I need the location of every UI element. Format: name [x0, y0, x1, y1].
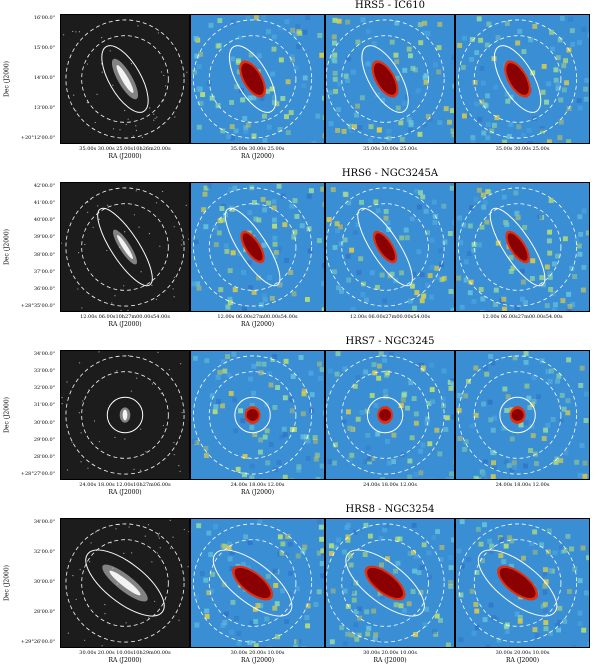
x-tick-labels: 12.00s 06.00s27m00.00s54.00s: [455, 314, 590, 320]
flux-map-panel: [325, 518, 455, 648]
x-tick-labels: 12.00s 06.00s10h27m00.00s54.00s: [60, 314, 190, 320]
y-tick-label: 30'00.0": [34, 579, 55, 585]
y-tick-label: 32'00.0": [34, 385, 55, 391]
y-axis-label: Dec (J2000): [2, 14, 12, 144]
y-axis-label: Dec (J2000): [2, 518, 12, 648]
x-tick-labels: 24.00s 18.00s 12.00s: [455, 482, 590, 488]
x-tick-labels: 24.00s 18.00s 12.00s: [190, 482, 325, 488]
x-tick-labels: 12.00s 06.00s27m00.00s54.00s: [325, 314, 455, 320]
y-tick-label: +28°27'00.0": [21, 471, 55, 477]
panel-image: [326, 183, 454, 311]
optical-image-panel: [60, 14, 190, 144]
flux-map-panel: [190, 518, 325, 648]
y-axis-label-text: Dec (J2000): [4, 397, 11, 433]
y-tick-label: 39'00.0": [34, 234, 55, 240]
row-title: HRS5 - IC610: [190, 0, 590, 12]
x-tick-labels: 35.00s 30.00s 25.00s: [455, 146, 590, 152]
x-tick-labels: 30.00s 20.00s 10.00s: [190, 650, 325, 656]
figure-row: HRS7 - NGC3245 Dec (J2000) 34'00.0" 33'00.0…: [0, 336, 600, 496]
y-tick-label: 16'00.0": [34, 15, 55, 21]
y-axis-label-text: Dec (J2000): [4, 565, 11, 601]
panel-image: [191, 15, 324, 143]
y-tick-label: 32'00.0": [34, 549, 55, 555]
flux-map-panel: [455, 518, 590, 648]
flux-map-panel: [325, 350, 455, 480]
panel-image: [191, 183, 324, 311]
flux-map-panel: [455, 14, 590, 144]
x-tick-labels: 30.00s 20.00s 10.00s: [455, 650, 590, 656]
panel-image: [456, 183, 589, 311]
x-axis-label: RA (J2000): [60, 321, 190, 328]
flux-map-panel: [190, 14, 325, 144]
y-tick-label: 34'00.0": [34, 351, 55, 357]
panel-image: [61, 351, 189, 479]
y-tick-label: 13'00.0": [34, 105, 55, 111]
flux-map-panel: [325, 14, 455, 144]
row-title: HRS8 - NGC3254: [190, 504, 590, 516]
y-tick-label: +28°35'00.0": [21, 303, 55, 309]
y-axis-label-text: Dec (J2000): [4, 229, 11, 265]
x-tick-labels: 35.00s 30.00s 25.00s10h26m20.00s: [60, 146, 190, 152]
flux-map-panel: [190, 182, 325, 312]
y-tick-label: 38'00.0": [34, 252, 55, 258]
y-tick-label: 36'00.0": [34, 286, 55, 292]
panel-image: [61, 15, 189, 143]
optical-image-panel: [60, 350, 190, 480]
y-tick-label: 37'00.0": [34, 269, 55, 275]
y-axis-label: Dec (J2000): [2, 182, 12, 312]
figure-row: HRS8 - NGC3254 Dec (J2000) 34'00.0" 32'00.0…: [0, 504, 600, 664]
x-axis-label: RA (J2000): [60, 489, 190, 496]
y-tick-label: 28'00.0": [34, 454, 55, 460]
y-tick-label: 41'00.0": [34, 200, 55, 206]
y-tick-label: 28'00.0": [34, 609, 55, 615]
y-tick-label: 29'00.0": [34, 437, 55, 443]
panel-image: [326, 15, 454, 143]
y-tick-label: 14'00.0": [34, 75, 55, 81]
x-tick-labels: 12.00s 06.00s27m00.00s54.00s: [190, 314, 325, 320]
panel-image: [326, 519, 454, 647]
y-tick-label: +29°26'00.0": [21, 639, 55, 645]
x-axis-label: RA (J2000): [190, 153, 325, 160]
x-axis-label: RA (J2000): [190, 321, 325, 328]
x-tick-labels: 35.00s 30.00s 25.00s: [325, 146, 455, 152]
flux-map-panel: [455, 350, 590, 480]
panel-image: [61, 183, 189, 311]
x-tick-labels: 30.00s 20.00s 10.00s: [325, 650, 455, 656]
panel-image: [326, 351, 454, 479]
y-tick-label: 15'00.0": [34, 45, 55, 51]
y-axis-label-text: Dec (J2000): [4, 61, 11, 97]
panel-image: [456, 351, 589, 479]
row-title: HRS6 - NGC3245A: [190, 168, 590, 180]
x-tick-labels: 35.00s 30.00s 25.00s: [190, 146, 325, 152]
optical-image-panel: [60, 182, 190, 312]
figure-row: HRS6 - NGC3245A Dec (J2000) 42'00.0" 41'00.…: [0, 168, 600, 328]
optical-image-panel: [60, 518, 190, 648]
figure-row: HRS5 - IC610 Dec (J2000) 16'00.0" 15'00.0" 1…: [0, 0, 600, 160]
x-axis-label: RA (J2000): [190, 489, 325, 496]
flux-map-panel: [190, 350, 325, 480]
flux-map-panel: [455, 182, 590, 312]
y-axis-label: Dec (J2000): [2, 350, 12, 480]
panel-image: [456, 15, 589, 143]
panel-image: [456, 519, 589, 647]
y-tick-label: +20°12'00.0": [21, 135, 55, 141]
panel-image: [61, 519, 189, 647]
y-tick-label: 34'00.0": [34, 519, 55, 525]
y-tick-label: 42'00.0": [34, 183, 55, 189]
y-tick-label: 33'00.0": [34, 368, 55, 374]
row-title: HRS7 - NGC3245: [190, 336, 590, 348]
x-tick-labels: 24.00s 18.00s 12.00s10h27m06.00s: [60, 482, 190, 488]
y-tick-label: 40'00.0": [34, 217, 55, 223]
panel-image: [191, 519, 324, 647]
y-tick-label: 30'00.0": [34, 420, 55, 426]
x-tick-labels: 30.00s 20.00s 10.00s10h29m00.00s: [60, 650, 190, 656]
panel-image: [191, 351, 324, 479]
x-axis-label: RA (J2000): [60, 153, 190, 160]
y-tick-label: 31'00.0": [34, 402, 55, 408]
x-tick-labels: 24.00s 18.00s 12.00s: [325, 482, 455, 488]
flux-map-panel: [325, 182, 455, 312]
